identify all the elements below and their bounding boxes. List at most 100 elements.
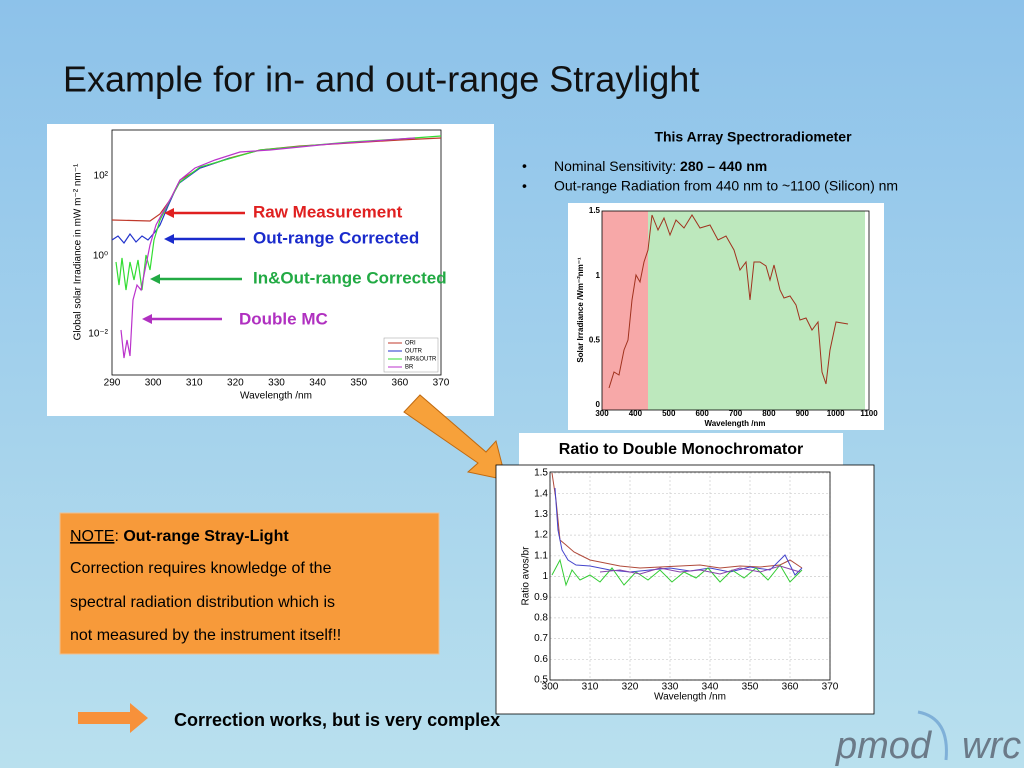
arrowhead: [164, 208, 174, 218]
x-axis-label: Wavelength /nm: [654, 692, 726, 703]
y-tick-label: 0.5: [589, 335, 601, 344]
x-tick-label: 310: [582, 682, 599, 693]
legend-label: BR: [405, 365, 414, 371]
x-axis-label: Wavelength /nm: [240, 391, 312, 402]
logo-swoosh: [917, 710, 948, 761]
legend: ORI OUTR INR&OUTR BR: [388, 341, 437, 371]
slide-title: Example for in- and out-range Straylight: [63, 59, 699, 100]
y-tick-label: 1.5: [589, 206, 601, 215]
curve-spectrum: [608, 214, 849, 389]
y-axis-label: Solar Irradiance /Wm⁻²nm⁻¹: [576, 257, 585, 363]
note-heading: NOTE: Out-range Stray-Light: [70, 528, 289, 545]
plot-axes: [111, 129, 442, 376]
plot-panel: [495, 464, 875, 715]
logo-text: wrc: [962, 725, 1021, 767]
x-tick-label: 1000: [827, 409, 845, 418]
curve-double-mc: [120, 137, 416, 359]
legend-label: OUTR: [405, 349, 423, 355]
note-line: spectral radiation distribution which is: [70, 594, 335, 611]
x-tick-label: 370: [433, 378, 450, 389]
x-tick-label: 320: [227, 378, 244, 389]
y-axis-label: Global solar Irradiance in mW m⁻² nm⁻¹: [73, 163, 84, 340]
x-tick-label: 600: [695, 409, 709, 418]
x-tick-label: 350: [350, 378, 367, 389]
curve-inr-outr: [115, 135, 442, 291]
y-tick-label: 0.9: [534, 592, 548, 603]
x-tick-label: 330: [268, 378, 285, 389]
bullet: •: [522, 178, 527, 194]
legend-label: INR&OUTR: [405, 357, 437, 363]
logo-text: pmod: [835, 725, 933, 767]
y-tick-label: 0.5: [534, 675, 548, 686]
curve-ratio: [599, 565, 801, 575]
x-tick-label: 300: [145, 378, 162, 389]
annotation: Raw Measurement: [253, 202, 403, 221]
note-line: Correction requires knowledge of the: [70, 560, 332, 577]
plot-irradiance: ORI OUTR INR&OUTR BR 290 300 310 320 330 340 350 3…: [47, 124, 494, 416]
x-tick-label: 300: [542, 682, 559, 693]
legend-label: ORI: [405, 341, 416, 347]
x-tick-label: 800: [762, 409, 776, 418]
bullet-text: Out-range Radiation from 440 nm to ~1100…: [554, 178, 898, 194]
x-tick-label: 340: [309, 378, 326, 389]
x-tick-label: 400: [629, 409, 643, 418]
y-tick-label: 1: [542, 571, 548, 582]
bullet-text: Nominal Sensitivity: 280 – 440 nm: [554, 158, 767, 174]
curve-ratio: [551, 558, 803, 587]
x-tick-label: 360: [782, 682, 799, 693]
grid: [549, 472, 831, 681]
arrow: [78, 703, 148, 733]
in-range-region: [602, 211, 648, 410]
note-bold: Out-range Stray-Light: [123, 528, 289, 545]
note-label: NOTE: [70, 528, 114, 545]
curve-ratio: [551, 472, 803, 569]
x-tick-label: 340: [702, 682, 719, 693]
out-range-region: [648, 211, 865, 410]
text: Nominal Sensitivity:: [554, 158, 680, 174]
annotations: Raw Measurement Out-range Corrected In&O…: [142, 202, 447, 328]
legend-box: [383, 337, 439, 373]
bullet: •: [522, 158, 527, 174]
y-tick-label: 0.6: [534, 654, 548, 665]
plot-axes: [601, 210, 870, 411]
text-bold: 280 – 440 nm: [680, 158, 767, 174]
x-axis-label: Wavelength /nm: [704, 419, 765, 428]
plot-axes: [549, 471, 831, 681]
y-tick-label: 1.5: [534, 468, 548, 479]
y-tick-label: 10⁰: [93, 251, 108, 262]
y-tick-label: 1: [596, 271, 601, 280]
y-tick-label: 1.2: [534, 530, 548, 541]
x-tick-label: 370: [822, 682, 839, 693]
note-line: not measured by the instrument itself!!: [70, 627, 341, 644]
x-tick-label: 360: [392, 378, 409, 389]
x-tick-label: 310: [186, 378, 203, 389]
y-tick-label: 10⁻²: [88, 329, 108, 340]
footer-text: Correction works, but is very complex: [174, 710, 500, 730]
arrowhead: [142, 314, 152, 324]
y-tick-label: 10²: [94, 171, 109, 182]
x-tick-label: 290: [104, 378, 121, 389]
y-tick-label: 0.7: [534, 633, 548, 644]
annotation: Double MC: [239, 309, 328, 328]
annotation: Out-range Corrected: [253, 228, 419, 247]
arrowhead: [150, 274, 160, 284]
x-tick-label: 300: [595, 409, 609, 418]
arrowhead: [164, 234, 174, 244]
annotation: In&Out-range Corrected: [253, 268, 447, 287]
note-box: [59, 512, 440, 655]
y-axis-label: Ratio avos/br: [521, 546, 532, 606]
plot-spectrum: 300 400 500 600 700 800 900 1000 1100 0 0.5 1 1.5 Wa…: [568, 203, 884, 430]
ticks: 300 400 500 600 700 800 900 1000 1100 0 0.5 1 1.5: [589, 206, 878, 418]
y-tick-label: 1.1: [534, 550, 548, 561]
curve-ratio: [554, 487, 803, 576]
y-tick-label: 0.8: [534, 613, 548, 624]
ratio-label: Ratio to Double Monochromator: [559, 441, 803, 458]
arrow: [403, 394, 507, 481]
x-tick-label: 350: [742, 682, 759, 693]
x-tick-label: 320: [622, 682, 639, 693]
heading: This Array Spectroradiometer: [654, 129, 852, 145]
x-tick-label: 700: [729, 409, 743, 418]
